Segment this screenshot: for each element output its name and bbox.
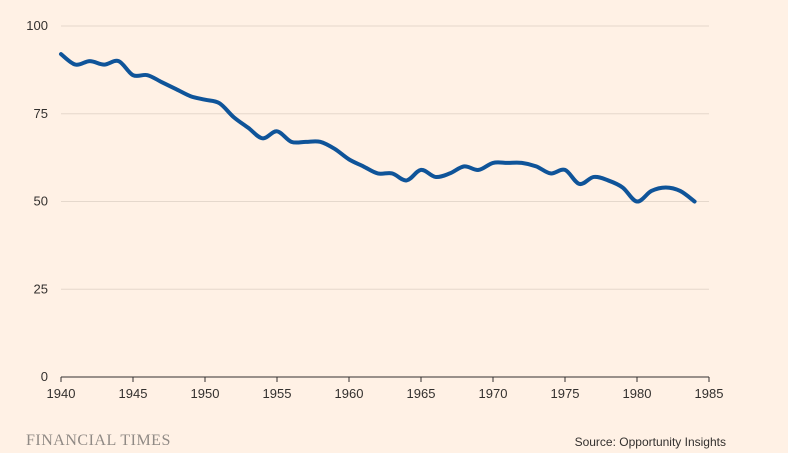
y-tick-label: 0 — [41, 369, 48, 384]
y-tick-label: 50 — [34, 194, 48, 209]
x-tick-label: 1980 — [623, 386, 652, 401]
x-axis — [60, 376, 710, 382]
x-tick-label: 1975 — [551, 386, 580, 401]
x-tick-label: 1970 — [479, 386, 508, 401]
series-line — [59, 52, 697, 204]
x-tick-label: 1955 — [263, 386, 292, 401]
series-group — [59, 52, 697, 204]
grid-lines — [61, 25, 709, 290]
y-tick-label: 25 — [34, 281, 48, 296]
brand-logo-text: FINANCIAL TIMES — [26, 432, 171, 449]
x-tick-label: 1940 — [47, 386, 76, 401]
y-axis-tick-labels: 0 25 50 75 100 — [26, 18, 48, 384]
x-tick-label: 1960 — [335, 386, 364, 401]
x-axis-tick-labels: 1940 1945 1950 1955 1960 1965 1970 1975 1980 1985 — [47, 386, 724, 401]
y-tick-label: 75 — [34, 106, 48, 121]
x-tick-label: 1965 — [407, 386, 436, 401]
y-tick-label: 100 — [26, 18, 48, 33]
x-tick-label: 1945 — [119, 386, 148, 401]
source-note: Source: Opportunity Insights — [574, 435, 726, 449]
x-tick-label: 1950 — [191, 386, 220, 401]
x-tick-label: 1985 — [695, 386, 724, 401]
